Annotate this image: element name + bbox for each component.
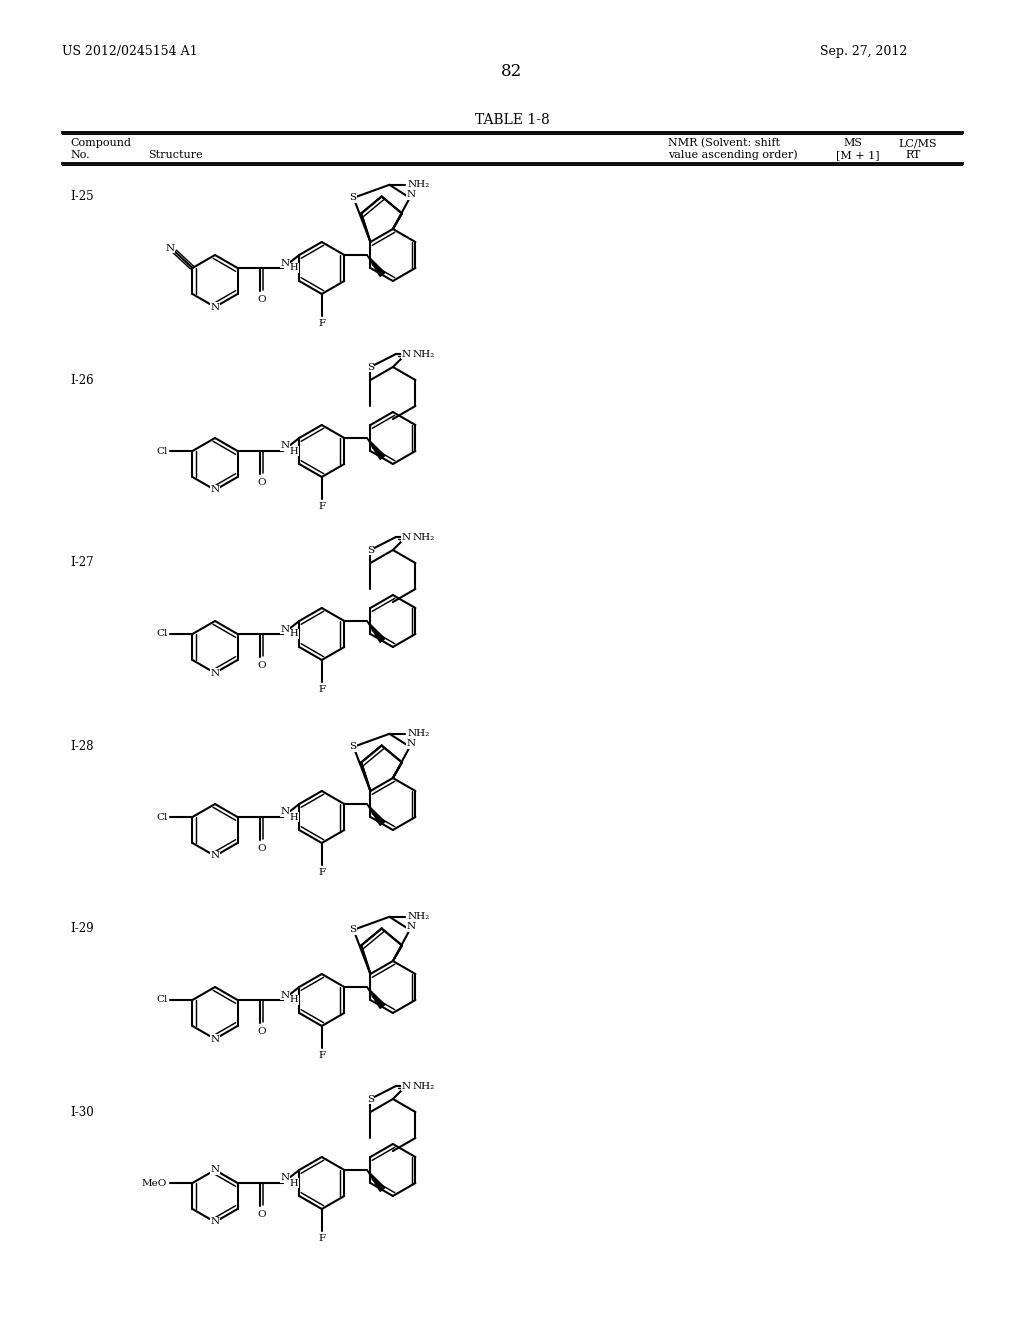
- Text: S: S: [349, 742, 356, 751]
- Text: N: N: [401, 532, 411, 541]
- Text: US 2012/0245154 A1: US 2012/0245154 A1: [62, 45, 198, 58]
- Text: I-27: I-27: [70, 557, 93, 569]
- Polygon shape: [367, 438, 385, 459]
- Text: N: N: [166, 244, 175, 252]
- Text: Cl: Cl: [156, 446, 167, 455]
- Text: H: H: [290, 813, 298, 821]
- Text: N: N: [401, 1081, 411, 1090]
- Text: MeO: MeO: [142, 1179, 167, 1188]
- Text: MS: MS: [843, 139, 862, 148]
- Text: LC/MS: LC/MS: [898, 139, 937, 148]
- Text: NH₂: NH₂: [408, 912, 430, 921]
- Text: NMR (Solvent: shift: NMR (Solvent: shift: [668, 137, 780, 148]
- Text: No.: No.: [70, 150, 90, 160]
- Text: NH₂: NH₂: [408, 181, 430, 189]
- Text: Sep. 27, 2012: Sep. 27, 2012: [820, 45, 907, 58]
- Text: I-26: I-26: [70, 374, 93, 387]
- Text: F: F: [318, 867, 326, 876]
- Text: O: O: [257, 294, 266, 304]
- Text: H: H: [290, 1179, 298, 1188]
- Text: S: S: [349, 193, 356, 202]
- Text: O: O: [257, 843, 266, 853]
- Text: I-25: I-25: [70, 190, 93, 203]
- Text: Compound: Compound: [70, 139, 131, 148]
- Text: NH₂: NH₂: [413, 1081, 435, 1090]
- Text: 82: 82: [502, 63, 522, 81]
- Text: I-29: I-29: [70, 923, 93, 936]
- Text: RT: RT: [905, 150, 921, 160]
- Text: I-28: I-28: [70, 739, 93, 752]
- Polygon shape: [367, 987, 385, 1008]
- Text: H: H: [290, 995, 298, 1005]
- Text: I-30: I-30: [70, 1106, 94, 1118]
- Text: O: O: [257, 1027, 266, 1036]
- Text: N: N: [281, 1173, 290, 1183]
- Text: H: H: [290, 630, 298, 639]
- Text: F: F: [318, 318, 326, 327]
- Polygon shape: [367, 1170, 385, 1192]
- Text: O: O: [257, 478, 266, 487]
- Text: H: H: [290, 446, 298, 455]
- Text: NH₂: NH₂: [413, 532, 435, 541]
- Text: N: N: [211, 1035, 219, 1044]
- Text: Cl: Cl: [156, 813, 167, 821]
- Text: N: N: [407, 190, 416, 199]
- Text: value ascending order): value ascending order): [668, 149, 798, 160]
- Text: N: N: [211, 668, 219, 677]
- Text: F: F: [318, 502, 326, 511]
- Text: F: F: [318, 1234, 326, 1242]
- Polygon shape: [367, 620, 385, 643]
- Text: S: S: [367, 545, 374, 554]
- Text: N: N: [211, 851, 219, 861]
- Polygon shape: [367, 255, 385, 276]
- Text: N: N: [281, 808, 290, 817]
- Text: Cl: Cl: [156, 630, 167, 639]
- Text: TABLE 1-8: TABLE 1-8: [475, 114, 549, 127]
- Text: [M + 1]: [M + 1]: [836, 150, 880, 160]
- Text: N: N: [281, 259, 290, 268]
- Text: O: O: [257, 1210, 266, 1218]
- Text: O: O: [257, 661, 266, 671]
- Text: N: N: [211, 302, 219, 312]
- Text: N: N: [281, 624, 290, 634]
- Text: N: N: [407, 739, 416, 748]
- Text: F: F: [318, 685, 326, 693]
- Text: NH₂: NH₂: [413, 350, 435, 359]
- Text: S: S: [349, 925, 356, 935]
- Text: N: N: [401, 350, 411, 359]
- Text: N: N: [281, 990, 290, 999]
- Text: S: S: [367, 363, 374, 371]
- Text: F: F: [318, 1051, 326, 1060]
- Text: N: N: [211, 1166, 219, 1175]
- Text: S: S: [367, 1094, 374, 1104]
- Text: N: N: [211, 486, 219, 495]
- Text: N: N: [407, 923, 416, 932]
- Polygon shape: [367, 804, 385, 825]
- Text: H: H: [290, 264, 298, 272]
- Text: Cl: Cl: [156, 995, 167, 1005]
- Text: Structure: Structure: [148, 150, 203, 160]
- Text: N: N: [281, 441, 290, 450]
- Text: NH₂: NH₂: [408, 729, 430, 738]
- Text: N: N: [211, 1217, 219, 1226]
